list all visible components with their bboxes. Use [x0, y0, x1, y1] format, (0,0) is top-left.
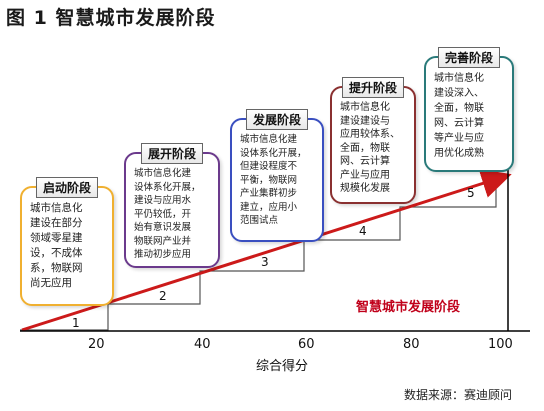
stage-box-4: 提升阶段 城市信息化 建设建设与 应用较体系、 全面，物联 网、云计算 产业与应…	[330, 77, 416, 204]
staircase	[20, 180, 497, 331]
stage-box-3: 发展阶段 城市信息化建 设体系化开展， 但建设程度不 平衡，物联网 产业集群初步…	[230, 109, 324, 242]
data-source: 数据来源：赛迪顾问	[404, 388, 513, 402]
stage-label-4: 提升阶段	[341, 77, 405, 98]
x-tick-100: 100	[488, 337, 513, 352]
stage-text-3: 城市信息化建 设体系化开展， 但建设程度不 平衡，物联网 产业集群初步 建立，应…	[240, 134, 307, 226]
figure-title: 图 1 智慧城市发展阶段	[6, 7, 216, 29]
x-tick-80: 80	[403, 337, 420, 352]
stage-box-1: 启动阶段 城市信息化 建设在部分 领域零星建 设，不成体 系，物联网 尚无应用	[20, 177, 114, 306]
stage-text-4: 城市信息化 建设建设与 应用较体系、 全面，物联 网、云计算 产业与应用 规模化…	[340, 102, 400, 194]
x-axis-label: 综合得分	[256, 359, 309, 374]
step-number-5: 5	[467, 186, 475, 200]
stage-label-5: 完善阶段	[437, 47, 501, 68]
stage-label-2: 展开阶段	[140, 143, 204, 164]
stage-box-2: 展开阶段 城市信息化建 设体系化开展， 建设与应用水 平仍较低，开 始有意识发展…	[124, 143, 220, 268]
stage-box-5: 完善阶段 城市信息化 建设深入、 全面，物联 网、云计算 等产业与应 用优化成熟	[424, 47, 514, 172]
x-tick-20: 20	[88, 337, 105, 352]
stage-label-3: 发展阶段	[245, 109, 309, 130]
step-number-4: 4	[359, 224, 367, 238]
step-number-1: 1	[72, 316, 80, 330]
step-number-2: 2	[159, 289, 167, 303]
chart-title: 智慧城市发展阶段	[356, 300, 461, 315]
stage-text-2: 城市信息化建 设体系化开展， 建设与应用水 平仍较低，开 始有意识发展 物联网产…	[134, 168, 201, 260]
stage-text-5: 城市信息化 建设深入、 全面，物联 网、云计算 等产业与应 用优化成熟	[434, 73, 484, 159]
stage-text-1: 城市信息化 建设在部分 领域零星建 设，不成体 系，物联网 尚无应用	[30, 202, 83, 289]
x-tick-60: 60	[298, 337, 315, 352]
step-number-3: 3	[261, 255, 269, 269]
stage-label-1: 启动阶段	[35, 177, 99, 198]
x-tick-40: 40	[194, 337, 211, 352]
